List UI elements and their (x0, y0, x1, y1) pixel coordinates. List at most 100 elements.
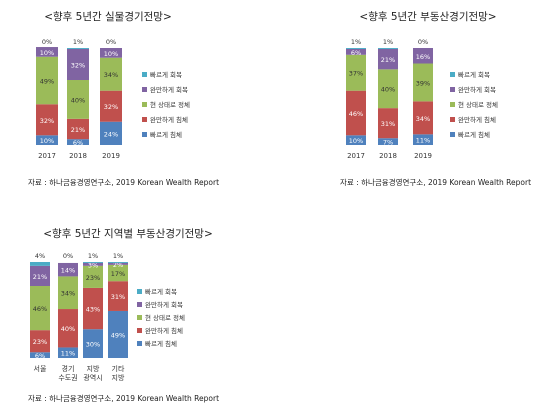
bar-segment (67, 139, 89, 145)
chart-title: <향후 5년간 지역별 부동산경기전망> (43, 227, 213, 240)
source-note: 자료 : 하나금융경영연구소, 2019 Korean Wealth Repor… (28, 393, 219, 403)
bar-segment (30, 330, 50, 353)
data-label: 17% (111, 270, 125, 278)
category-label: 2018 (69, 152, 87, 160)
bar-segment (36, 56, 58, 105)
category-label: 기타 (112, 364, 125, 373)
data-label: 40% (61, 325, 75, 333)
category-label: 2019 (102, 152, 120, 160)
data-label: 37% (349, 70, 363, 78)
legend-label: 완만하게 회복 (150, 85, 188, 94)
bar-segment (108, 262, 128, 263)
bar-segment (36, 135, 58, 145)
data-label: 34% (104, 71, 118, 79)
data-label: 21% (33, 273, 47, 281)
data-label: 0% (63, 252, 73, 260)
data-label: 43% (86, 306, 100, 314)
data-label: 4% (35, 252, 45, 260)
data-label: 34% (61, 290, 75, 298)
bar-segment (58, 309, 78, 348)
bar-segment (413, 48, 433, 64)
data-label: 10% (40, 49, 54, 57)
data-label: 1% (351, 38, 361, 46)
bar-segment (346, 54, 366, 91)
data-label: 46% (33, 305, 47, 313)
data-label: 21% (381, 56, 395, 64)
bar-segment (100, 90, 122, 122)
bar-segment (83, 262, 103, 266)
data-label: 0% (42, 38, 52, 46)
bar-segment (58, 276, 78, 310)
bar-segment (346, 48, 366, 55)
data-label: 39% (416, 79, 430, 87)
data-label: 0% (106, 38, 116, 46)
chart-title: <향후 5년간 실물경기전망> (44, 10, 172, 23)
data-label: 40% (381, 86, 395, 94)
legend-label: 빠르게 침체 (145, 339, 177, 348)
data-label: 49% (40, 77, 54, 85)
legend-swatch (142, 72, 147, 77)
legend-swatch (450, 72, 455, 77)
bar-segment (67, 118, 89, 140)
source-note: 자료 : 하나금융경영연구소, 2019 Korean Wealth Repor… (28, 177, 219, 187)
data-label: 49% (111, 331, 125, 339)
data-label: 2% (113, 261, 123, 269)
data-label: 7% (383, 139, 393, 147)
bar-segment (67, 48, 89, 49)
data-label: 21% (71, 126, 85, 134)
legend-swatch (137, 315, 142, 320)
legend-label: 현 상태로 정체 (145, 313, 185, 322)
legend-label: 빠르게 침체 (458, 130, 490, 139)
chart-2: <향후 5년간 부동산경기전망> 10% 46% 37% 6% 1% 2017 7% 31% 40… (340, 10, 531, 187)
bar-segment (58, 262, 78, 277)
bar-segment (108, 310, 128, 358)
data-label: 11% (416, 137, 430, 145)
bar-segment (36, 104, 58, 136)
legend-swatch (137, 289, 142, 294)
legend-swatch (142, 102, 147, 107)
data-label: 23% (33, 338, 47, 346)
bar-segment (346, 135, 366, 145)
legend-label: 빠르게 회복 (145, 287, 177, 296)
category-label: 경기 (62, 364, 75, 373)
bar-segment (378, 138, 398, 145)
data-label: 6% (73, 139, 83, 147)
legend-swatch (142, 87, 147, 92)
category-label: 2018 (379, 152, 397, 160)
category-label: 광역시 (83, 373, 102, 382)
legend-swatch (450, 132, 455, 137)
data-label: 3% (88, 261, 98, 269)
bar-segment (83, 265, 103, 288)
data-label: 23% (86, 274, 100, 282)
data-label: 31% (111, 293, 125, 301)
bar-segment (413, 63, 433, 102)
legend-swatch (450, 102, 455, 107)
legend-label: 빠르게 회복 (150, 70, 182, 79)
legend-label: 빠르게 침체 (150, 130, 182, 139)
legend-swatch (450, 87, 455, 92)
data-label: 6% (351, 49, 361, 57)
data-label: 32% (104, 103, 118, 111)
bar-segment (346, 48, 366, 49)
bar-segment (30, 286, 50, 331)
legend-swatch (450, 117, 455, 122)
data-label: 6% (35, 352, 45, 360)
bar-segment (100, 57, 122, 91)
data-label: 1% (88, 252, 98, 260)
bar-segment (67, 48, 89, 81)
data-label: 32% (40, 117, 54, 125)
chart-title: <향후 5년간 부동산경기전망> (359, 10, 496, 23)
bar-segment (30, 352, 50, 358)
legend-label: 빠르게 회복 (458, 70, 490, 79)
bar-segment (378, 48, 398, 49)
bar-segment (67, 80, 89, 119)
data-label: 1% (73, 38, 83, 46)
legend-label: 완만하게 회복 (458, 85, 496, 94)
data-label: 30% (86, 341, 100, 349)
category-label: 서울 (34, 364, 47, 373)
data-label: 10% (349, 137, 363, 145)
legend-label: 완만하게 침체 (458, 115, 496, 124)
category-label: 지방 (112, 373, 125, 382)
chart-1: <향후 5년간 실물경기전망> 10% 32% 49% 10% 0% 2017 6% 21% 40… (28, 10, 219, 187)
